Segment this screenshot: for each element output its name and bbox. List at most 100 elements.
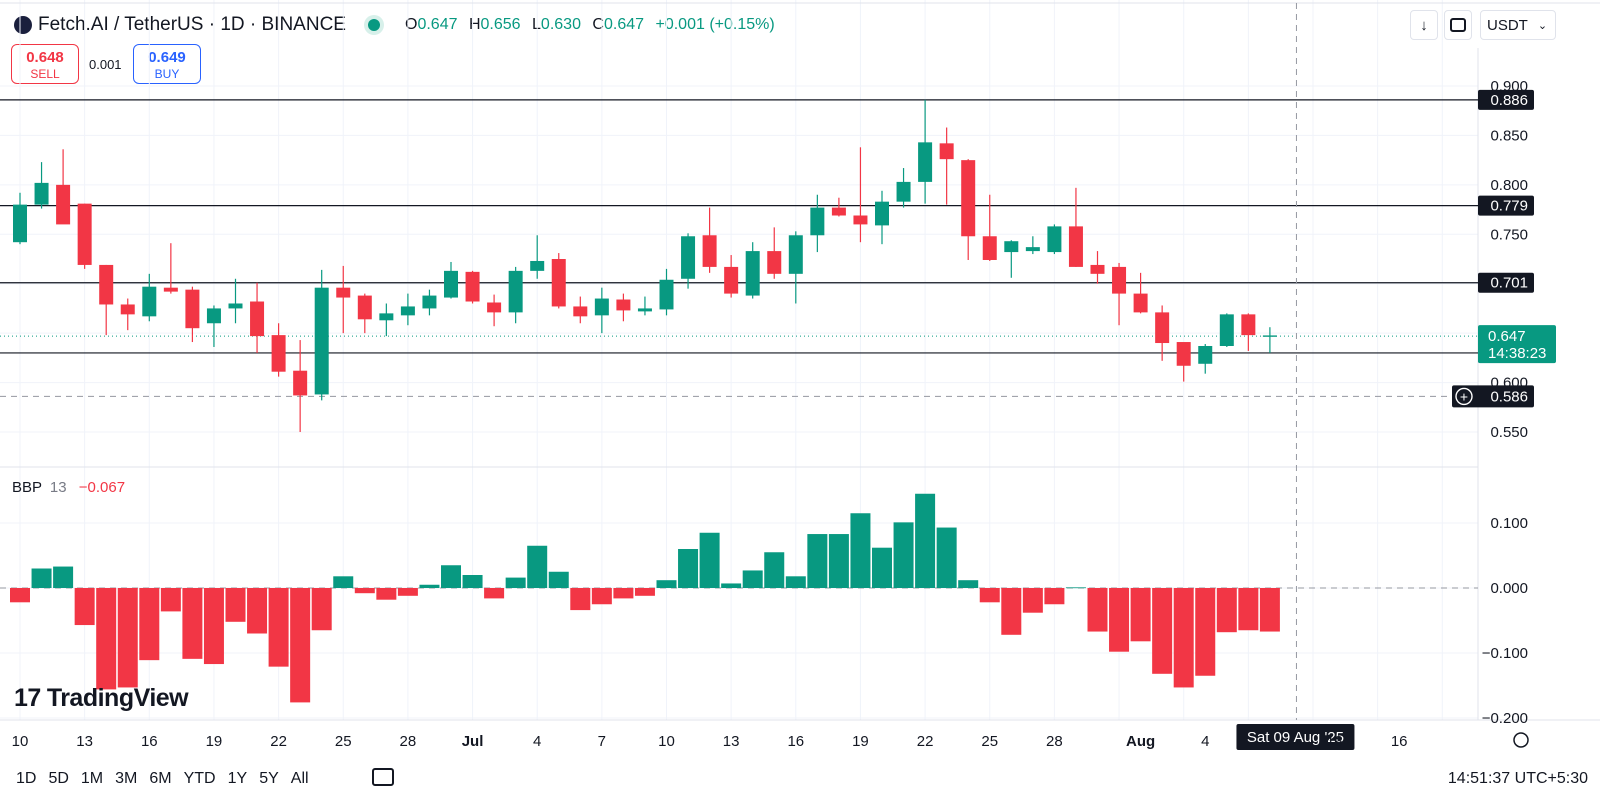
candle-body — [1176, 342, 1191, 366]
symbol-title[interactable]: Fetch.AI / TetherUS · 1D · BINANCE — [38, 14, 346, 35]
indicator-param: 13 — [49, 479, 67, 496]
timeframe-1y[interactable]: 1Y — [227, 770, 248, 787]
time-tick-label: 22 — [270, 733, 287, 750]
bbp-bar — [1259, 588, 1280, 632]
indicator-legend[interactable]: BBP 13 −0.067 — [12, 479, 125, 496]
time-tick-label: 16 — [141, 733, 158, 750]
bbp-bar — [570, 588, 591, 611]
time-tick-label: 7 — [598, 733, 606, 750]
chevron-down-icon: ⌄ — [1537, 19, 1548, 32]
timeframe-all[interactable]: All — [290, 770, 309, 787]
buy-button[interactable]: 0.649 BUY — [133, 44, 201, 84]
bbp-bar — [936, 527, 957, 588]
candle-body — [142, 286, 157, 317]
candle-body — [422, 295, 437, 309]
bbp-bar — [742, 570, 763, 588]
time-tick-label: 25 — [981, 733, 998, 750]
candle-body — [530, 260, 545, 271]
countdown-label: 14:38:23 — [1488, 345, 1546, 362]
bbp-bar — [117, 588, 138, 688]
level-price-tag — [1478, 272, 1534, 293]
bbp-bar — [333, 576, 354, 588]
market-open-status-icon — [368, 19, 380, 31]
bbp-tick-label: 0.000 — [1490, 580, 1528, 597]
candle-body — [1004, 241, 1019, 253]
timeframe-3m[interactable]: 3M — [115, 770, 138, 787]
time-tick-label: 16 — [1391, 733, 1408, 750]
timeframe-ytd[interactable]: YTD — [183, 770, 216, 787]
bbp-bar — [1195, 588, 1216, 676]
candle-body — [163, 287, 178, 292]
bbp-tick-label: −0.200 — [1482, 710, 1528, 727]
bbp-bar — [10, 588, 30, 603]
buy-price: 0.649 — [148, 49, 186, 66]
candle-body — [1241, 314, 1256, 336]
level-price-label: 0.886 — [1490, 92, 1528, 109]
candle-body — [487, 302, 502, 313]
current-price-label: 0.647 — [1488, 328, 1526, 345]
candle-body — [1047, 226, 1062, 253]
level-price-label: 0.701 — [1490, 275, 1528, 292]
candle-body — [293, 370, 308, 396]
indicator-value: −0.067 — [78, 479, 126, 496]
settings-gear-icon — [1513, 732, 1529, 748]
bbp-bar — [1044, 588, 1065, 605]
open-value: 0.647 — [417, 16, 458, 33]
bbp-bar — [1130, 588, 1151, 642]
download-button[interactable]: ↓ — [1410, 10, 1438, 40]
candle-body — [314, 287, 329, 395]
tradingview-watermark: 17 TradingView — [14, 684, 189, 713]
candle-body — [681, 236, 696, 279]
bbp-bar — [1065, 587, 1086, 589]
bbp-bar — [613, 588, 634, 599]
bbp-bar — [311, 588, 332, 631]
bbp-bar — [160, 588, 181, 612]
candle-body — [56, 184, 71, 225]
timeframe-5y[interactable]: 5Y — [259, 770, 279, 787]
sell-button[interactable]: 0.648 SELL — [11, 44, 79, 84]
level-price-label: 0.779 — [1490, 198, 1528, 215]
candle-body — [99, 264, 114, 305]
timeframe-1d[interactable]: 1D — [16, 770, 37, 787]
bbp-bar — [397, 588, 418, 596]
candle-body — [788, 235, 803, 274]
close-value: 0.647 — [603, 16, 645, 33]
bbp-bar — [1173, 588, 1194, 688]
candle-body — [465, 271, 480, 302]
timeframe-1m[interactable]: 1M — [80, 770, 104, 787]
time-tick-label: 25 — [335, 733, 352, 750]
bbp-bar — [74, 588, 95, 626]
time-tick-label: 4 — [533, 733, 541, 750]
bbp-bar — [958, 580, 979, 588]
crosshair-date-label: Sat 09 Aug '25 — [1247, 729, 1344, 746]
candle-body — [357, 295, 372, 320]
time-tick-label: Aug — [1126, 733, 1155, 750]
bbp-bar — [96, 588, 117, 690]
compare-button[interactable] — [1444, 10, 1472, 40]
plus-icon: + — [1460, 388, 1468, 404]
candle-body — [1112, 266, 1127, 294]
level-price-tag — [1478, 89, 1534, 110]
timeframe-6m[interactable]: 6M — [149, 770, 172, 787]
close-label: C — [592, 16, 604, 33]
candle-body — [810, 207, 825, 236]
watermark-text: TradingView — [46, 684, 189, 712]
bbp-bar — [678, 549, 699, 588]
calendar-icon[interactable] — [372, 768, 394, 786]
currency-label: USDT — [1487, 16, 1528, 34]
fetch-ai-logo-icon — [14, 16, 32, 34]
timeframe-5d[interactable]: 5D — [48, 770, 69, 787]
candle-body — [637, 308, 652, 312]
price-tick-label: 0.800 — [1490, 177, 1528, 194]
time-tick-label: 10 — [658, 733, 675, 750]
candle-body — [961, 160, 976, 237]
ohlc-readout: O0.647 H0.656 L0.630 C0.647 +0.001 (+0.1… — [405, 16, 782, 34]
bbp-bar — [484, 588, 505, 599]
candle-body — [702, 235, 717, 267]
bbp-bar — [139, 588, 160, 661]
time-tick-label: 13 — [76, 733, 93, 750]
currency-selector[interactable]: USDT ⌄ — [1480, 10, 1556, 40]
candle-body — [594, 298, 609, 316]
time-tick-label: 4 — [1201, 733, 1209, 750]
